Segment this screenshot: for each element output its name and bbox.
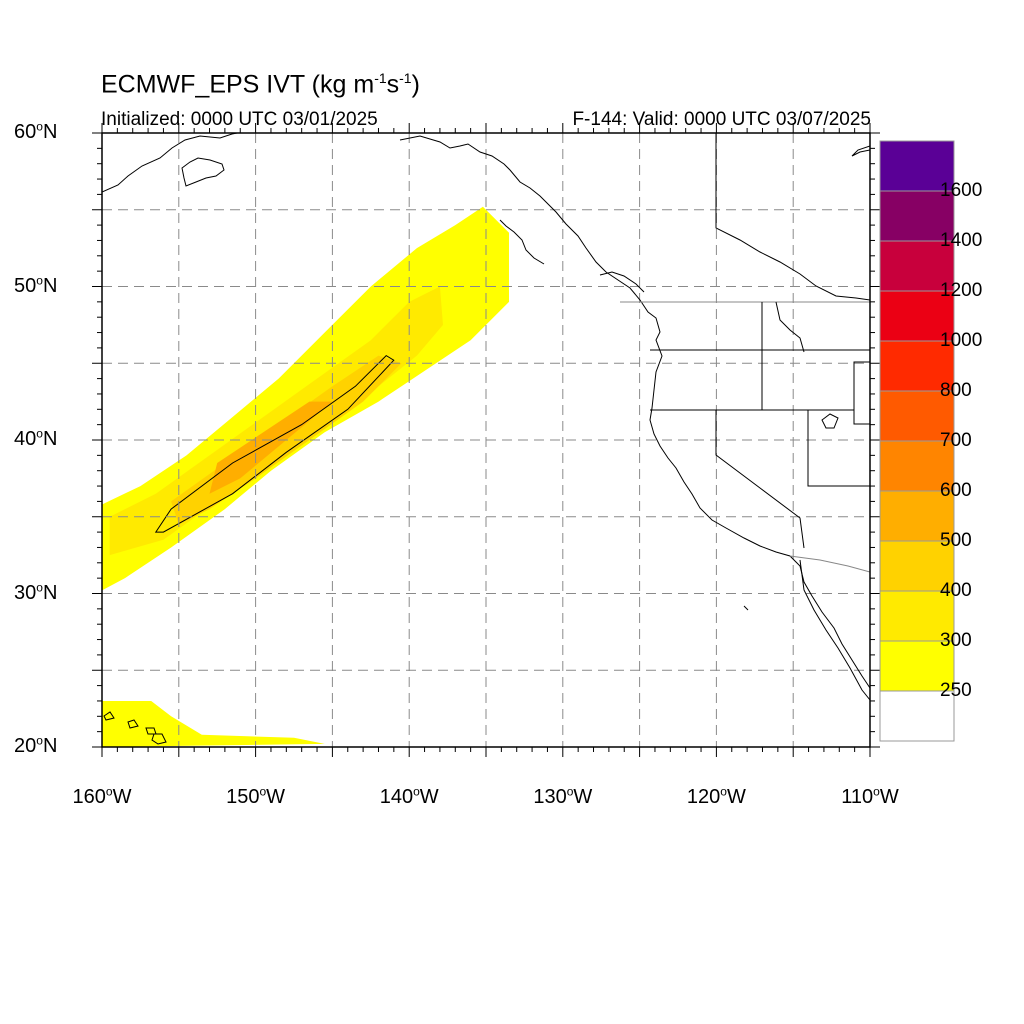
border-idaho bbox=[775, 301, 805, 353]
colorbar-label: 400 bbox=[940, 580, 972, 601]
colorbar-box bbox=[879, 340, 955, 392]
colorbar-box bbox=[879, 590, 955, 642]
colorbar-box bbox=[879, 540, 955, 592]
lat-label: 40oN bbox=[14, 426, 58, 450]
coast-hudson bbox=[851, 145, 870, 157]
lon-label: 150oW bbox=[226, 784, 286, 808]
lon-label: 120oW bbox=[686, 784, 746, 808]
coast-vancouver-island bbox=[599, 271, 645, 293]
colorbar-label: 1200 bbox=[940, 280, 983, 301]
valid-time: F-144: Valid: 0000 UTC 03/07/2025 bbox=[572, 109, 871, 130]
title-exponent-2: -1 bbox=[399, 70, 412, 86]
colorbar-label: 500 bbox=[940, 530, 972, 551]
state-borders bbox=[650, 302, 870, 487]
colorbar-box bbox=[879, 290, 955, 342]
hawaii-islands bbox=[103, 711, 167, 745]
title-text: ECMWF_EPS IVT (kg m bbox=[101, 70, 375, 99]
lat-label: 20oN bbox=[14, 733, 58, 757]
colorbar-box bbox=[879, 640, 955, 692]
state-border-east bbox=[853, 361, 870, 425]
colorbar-label: 300 bbox=[940, 630, 972, 651]
ivt-shade-hawaii bbox=[102, 701, 325, 747]
colorbar-box bbox=[879, 440, 955, 492]
coast-alaska-peninsula bbox=[102, 133, 241, 193]
lat-label: 50oN bbox=[14, 272, 58, 297]
lon-label: 140oW bbox=[379, 784, 439, 808]
title-exponent-1: -1 bbox=[374, 70, 387, 86]
ivt-contour-outline bbox=[154, 354, 395, 533]
coast-haida-gwaii bbox=[499, 219, 545, 265]
coast-west bbox=[399, 135, 870, 689]
colorbar-box bbox=[879, 690, 955, 742]
coast-kodiak bbox=[181, 157, 225, 187]
coast-baja-inner bbox=[799, 559, 870, 701]
map-title: ECMWF_EPS IVT (kg m-1s-1) bbox=[101, 70, 420, 99]
colorbar-label: 1000 bbox=[940, 330, 983, 351]
lat-label: 60oN bbox=[14, 119, 58, 143]
colorbar-label: 600 bbox=[940, 480, 972, 501]
colorbar-label: 800 bbox=[940, 380, 972, 401]
title-text-s: s bbox=[386, 70, 400, 99]
title-close: ) bbox=[411, 70, 420, 99]
ivt-shade-400 bbox=[109, 286, 443, 556]
colorbar-label: 250 bbox=[940, 680, 972, 701]
colorbar-box bbox=[879, 140, 955, 192]
lon-label: 110oW bbox=[841, 784, 899, 808]
lat-label: 30oN bbox=[14, 579, 58, 604]
colorbar-label: 1400 bbox=[940, 230, 983, 251]
lon-label: 160oW bbox=[72, 784, 132, 808]
init-time: Initialized: 0000 UTC 03/01/2025 bbox=[101, 109, 378, 130]
colorbar-label: 1600 bbox=[940, 180, 983, 201]
guadalupe-island bbox=[743, 605, 749, 611]
colorbar-box bbox=[879, 240, 955, 292]
colorbar-box bbox=[879, 390, 955, 442]
colorbar-label: 700 bbox=[940, 430, 972, 451]
coastlines bbox=[102, 133, 870, 745]
great-salt-lake bbox=[821, 413, 839, 429]
border-us-mexico bbox=[789, 555, 870, 573]
coast-canada-interior bbox=[715, 133, 870, 301]
border-ca-nv bbox=[715, 410, 805, 549]
lon-label: 130oW bbox=[533, 784, 593, 808]
